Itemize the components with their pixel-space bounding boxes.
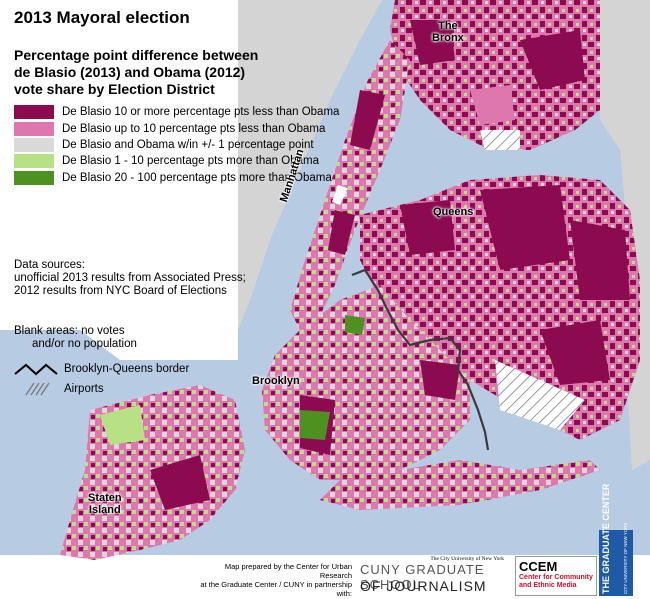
bronx-district	[470, 85, 515, 125]
queens-district	[540, 320, 610, 385]
rockaway-coney-area	[320, 460, 600, 510]
ccem-logo-title: CCEM	[519, 559, 558, 574]
sources-line: 2012 results from NYC Board of Elections	[14, 285, 227, 297]
subtitle-line: Percentage point difference between	[14, 47, 259, 63]
blank-areas-note: Blank areas: no votes and/or no populati…	[14, 325, 137, 351]
brooklyn-district	[420, 360, 460, 400]
borough-label-staten-island: Staten Island	[88, 492, 122, 516]
brooklyn-district-green	[300, 410, 330, 440]
staten-island-district	[150, 455, 210, 510]
legend-item: De Blasio 1 - 10 percentage pts more tha…	[14, 153, 339, 169]
airport-key: Airports	[14, 382, 104, 396]
cuny-logo-top: The City University of New York	[430, 556, 504, 562]
gc-logo-subtext: CITY UNIVERSITY OF NEW YORK	[623, 522, 628, 594]
credit-line: Map prepared by the Center for Urban Res…	[224, 562, 352, 580]
staten-island-district	[100, 405, 145, 445]
legend: De Blasio 10 or more percentage pts less…	[14, 104, 339, 186]
legend-item: De Blasio 10 or more percentage pts less…	[14, 104, 339, 120]
ccem-logo-line: and Ethnic Media	[519, 582, 577, 589]
sources-heading: Data sources:	[14, 259, 85, 271]
ccem-logo: CCEM Center for Community and Ethnic Med…	[515, 556, 597, 596]
long-island-land	[600, 0, 650, 150]
brooklyn-district-green	[345, 315, 365, 335]
cuny-logo-line: OF JOURNALISM	[360, 578, 487, 594]
manhattan-district	[350, 90, 385, 150]
bronx-district	[410, 20, 455, 65]
legend-swatch	[14, 170, 54, 185]
legend-label: De Blasio 1 - 10 percentage pts more tha…	[62, 155, 319, 168]
blank-note-line: Blank areas: no votes	[14, 325, 125, 337]
legend-swatch	[14, 105, 54, 120]
blank-note-line: and/or no population	[32, 338, 137, 350]
queens-district	[570, 220, 630, 300]
borough-label-line: Bronx	[432, 32, 464, 44]
subtitle-line: de Blasio (2013) and Obama (2012)	[14, 64, 246, 80]
legend-item: De Blasio 20 - 100 percentage pts more t…	[14, 170, 339, 186]
borough-label-line: Island	[88, 504, 121, 516]
sources-line: unofficial 2013 results from Associated …	[14, 272, 246, 284]
zigzag-line-icon	[14, 363, 58, 376]
ccem-logo-line: Center for Community	[519, 574, 593, 581]
borough-label-bronx: The Bronx	[432, 20, 464, 44]
border-key-label: Brooklyn-Queens border	[64, 363, 190, 375]
legend-label: De Blasio up to 10 percentage pts less t…	[62, 122, 326, 135]
new-jersey-land	[238, 0, 382, 330]
legend-item: De Blasio and Obama w/in +/- 1 percentag…	[14, 137, 339, 153]
hatch-pattern-icon	[25, 382, 50, 396]
gc-logo-text: THE GRADUATE CENTER	[601, 483, 611, 594]
airport-laguardia	[480, 130, 520, 150]
cuny-journalism-logo: The City University of New York CUNY GRA…	[358, 556, 506, 596]
legend-item: De Blasio up to 10 percentage pts less t…	[14, 120, 339, 136]
legend-swatch	[14, 154, 54, 169]
map-subtitle: Percentage point difference between de B…	[14, 47, 334, 98]
credit-line: at the Graduate Center / CUNY in partner…	[200, 580, 352, 598]
graduate-center-logo: THE GRADUATE CENTER CITY UNIVERSITY OF N…	[599, 484, 633, 596]
central-park-blank	[332, 185, 348, 205]
legend-label: De Blasio 10 or more percentage pts less…	[62, 106, 340, 119]
legend-label: De Blasio 20 - 100 percentage pts more t…	[62, 171, 332, 184]
brooklyn-queens-border	[351, 268, 490, 451]
airport-key-label: Airports	[64, 383, 104, 395]
legend-swatch	[14, 121, 54, 136]
border-key: Brooklyn-Queens border	[14, 362, 189, 376]
subtitle-line: vote share by Election District	[14, 81, 215, 97]
airport-jfk	[495, 360, 585, 430]
borough-label-brooklyn: Brooklyn	[252, 375, 300, 387]
manhattan-district	[328, 210, 355, 255]
data-sources: Data sources: unofficial 2013 results fr…	[14, 259, 246, 298]
ccem-logo-subtitle: Center for Community and Ethnic Media	[519, 574, 593, 590]
cuny-logo-line: CUNY GRADUATE SCHOOL	[360, 562, 485, 592]
borough-label-queens: Queens	[433, 206, 474, 218]
queens-district	[400, 200, 455, 255]
map-credit: Map prepared by the Center for Urban Res…	[200, 562, 352, 598]
legend-label: De Blasio and Obama w/in +/- 1 percentag…	[62, 138, 314, 151]
borough-label-line: The	[438, 20, 458, 32]
borough-label-line: Staten	[88, 492, 122, 504]
bronx-district	[520, 30, 585, 90]
map-title: 2013 Mayoral election	[14, 8, 190, 27]
legend-swatch	[14, 137, 54, 152]
queens-district	[480, 185, 570, 270]
